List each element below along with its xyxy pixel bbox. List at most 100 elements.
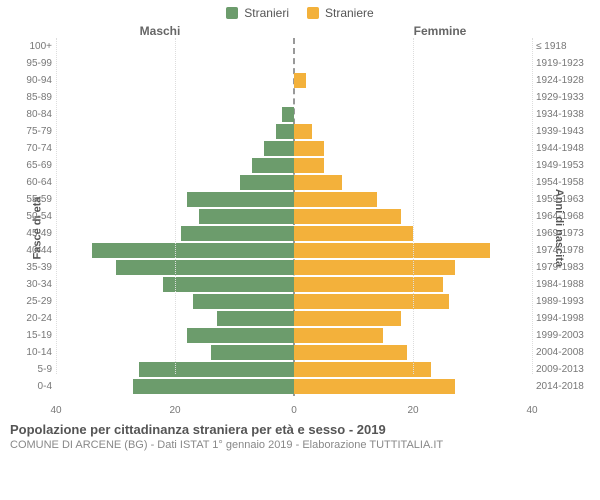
birth-label: 1949-1953: [536, 160, 590, 171]
legend-swatch-female: [307, 7, 319, 19]
bar-male: [133, 379, 294, 394]
bar-zone: [56, 226, 532, 241]
bar-zone: [56, 107, 532, 122]
age-row: 90-941924-1928: [56, 72, 532, 89]
age-label: 45-49: [12, 228, 52, 239]
footer: Popolazione per cittadinanza straniera p…: [0, 418, 600, 451]
birth-label: 1944-1948: [536, 143, 590, 154]
age-row: 95-991919-1923: [56, 55, 532, 72]
bar-female: [294, 192, 377, 207]
bar-male: [116, 260, 295, 275]
bar-zone: [56, 243, 532, 258]
age-label: 95-99: [12, 58, 52, 69]
bar-female: [294, 158, 324, 173]
chart-title: Popolazione per cittadinanza straniera p…: [10, 422, 590, 437]
bar-female: [294, 226, 413, 241]
bar-male: [199, 209, 294, 224]
birth-label: 1999-2003: [536, 330, 590, 341]
birth-label: 1924-1928: [536, 75, 590, 86]
legend-swatch-male: [226, 7, 238, 19]
age-row: 65-691949-1953: [56, 157, 532, 174]
birth-label: 1984-1988: [536, 279, 590, 290]
group-header-female: Femmine: [300, 24, 600, 38]
bar-zone: [56, 260, 532, 275]
age-label: 65-69: [12, 160, 52, 171]
age-row: 60-641954-1958: [56, 174, 532, 191]
birth-label: ≤ 1918: [536, 41, 590, 52]
x-tick: 40: [526, 405, 537, 416]
age-row: 10-142004-2008: [56, 344, 532, 361]
x-tick: 40: [50, 405, 61, 416]
legend-item-female: Straniere: [307, 6, 374, 20]
pyramid-chart: Stranieri Straniere Maschi Femmine Fasce…: [0, 0, 600, 500]
x-tick: 0: [291, 405, 297, 416]
birth-label: 2014-2018: [536, 381, 590, 392]
bar-male: [217, 311, 294, 326]
age-label: 0-4: [12, 381, 52, 392]
age-label: 100+: [12, 41, 52, 52]
age-label: 55-59: [12, 194, 52, 205]
bar-zone: [56, 73, 532, 88]
bar-male: [187, 328, 294, 343]
bar-female: [294, 379, 455, 394]
group-headers: Maschi Femmine: [0, 24, 600, 38]
age-row: 25-291989-1993: [56, 293, 532, 310]
age-label: 80-84: [12, 109, 52, 120]
legend-label-female: Straniere: [325, 6, 374, 20]
age-label: 10-14: [12, 347, 52, 358]
bar-female: [294, 260, 455, 275]
bar-male: [211, 345, 294, 360]
bar-female: [294, 209, 401, 224]
bar-male: [252, 158, 294, 173]
birth-label: 1929-1933: [536, 92, 590, 103]
bar-male: [276, 124, 294, 139]
age-label: 85-89: [12, 92, 52, 103]
bar-female: [294, 362, 431, 377]
bar-zone: [56, 124, 532, 139]
age-label: 35-39: [12, 262, 52, 273]
x-axis: 402002040: [56, 398, 532, 418]
age-row: 20-241994-1998: [56, 310, 532, 327]
bar-zone: [56, 209, 532, 224]
birth-label: 1939-1943: [536, 126, 590, 137]
age-row: 40-441974-1978: [56, 242, 532, 259]
gridline: [175, 38, 176, 374]
birth-label: 2004-2008: [536, 347, 590, 358]
birth-label: 1964-1968: [536, 211, 590, 222]
birth-label: 1979-1983: [536, 262, 590, 273]
birth-label: 1959-1963: [536, 194, 590, 205]
age-row: 70-741944-1948: [56, 140, 532, 157]
bar-zone: [56, 294, 532, 309]
age-label: 25-29: [12, 296, 52, 307]
age-label: 5-9: [12, 364, 52, 375]
legend-label-male: Stranieri: [244, 6, 289, 20]
age-label: 75-79: [12, 126, 52, 137]
birth-label: 1954-1958: [536, 177, 590, 188]
bar-zone: [56, 362, 532, 377]
age-row: 55-591959-1963: [56, 191, 532, 208]
group-header-male: Maschi: [0, 24, 300, 38]
age-row: 15-191999-2003: [56, 327, 532, 344]
gridline: [532, 38, 533, 374]
age-label: 30-34: [12, 279, 52, 290]
bar-female: [294, 277, 443, 292]
age-row: 75-791939-1943: [56, 123, 532, 140]
bar-zone: [56, 379, 532, 394]
bar-female: [294, 124, 312, 139]
birth-label: 1969-1973: [536, 228, 590, 239]
bar-zone: [56, 56, 532, 71]
birth-label: 1934-1938: [536, 109, 590, 120]
age-label: 90-94: [12, 75, 52, 86]
x-tick: 20: [169, 405, 180, 416]
rows: 100+≤ 191895-991919-192390-941924-192885…: [56, 38, 532, 396]
age-label: 15-19: [12, 330, 52, 341]
bar-male: [282, 107, 294, 122]
bar-zone: [56, 141, 532, 156]
age-row: 85-891929-1933: [56, 89, 532, 106]
bar-zone: [56, 277, 532, 292]
gridline: [56, 38, 57, 374]
bar-female: [294, 73, 306, 88]
birth-label: 1919-1923: [536, 58, 590, 69]
age-row: 35-391979-1983: [56, 259, 532, 276]
age-row: 5-92009-2013: [56, 361, 532, 378]
